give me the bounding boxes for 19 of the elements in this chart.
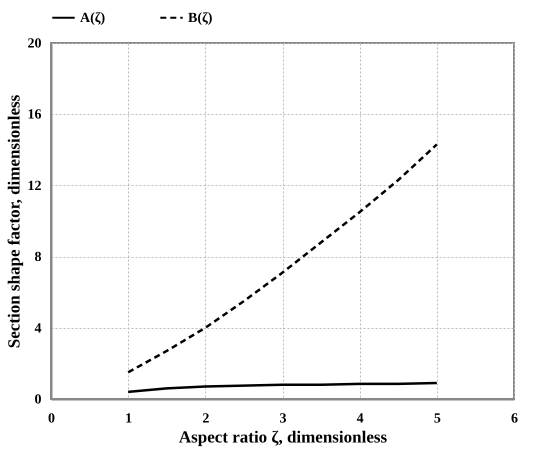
y-tick-label: 4 bbox=[34, 321, 42, 336]
y-axis-title: Section shape factor, dimensionless bbox=[4, 94, 24, 348]
x-tick-label: 5 bbox=[434, 412, 441, 426]
x-axis-title: Aspect ratio ζ, dimensionless bbox=[178, 428, 388, 446]
y-tick-label: 12 bbox=[28, 178, 42, 194]
x-tick-label: 0 bbox=[48, 412, 55, 426]
x-tick-label: 1 bbox=[125, 412, 132, 426]
x-tick-label: 6 bbox=[511, 412, 518, 426]
x-tick-label: 2 bbox=[202, 412, 210, 426]
y-tick-label: 16 bbox=[28, 108, 42, 123]
legend-label: B(ζ) bbox=[188, 10, 213, 26]
x-tick-label: 4 bbox=[356, 412, 364, 426]
x-tick-label: 3 bbox=[280, 412, 286, 426]
legend-label: A(ζ) bbox=[80, 10, 106, 26]
line-series bbox=[126, 382, 438, 394]
line-series bbox=[126, 143, 438, 374]
y-tick-label: 0 bbox=[34, 392, 42, 408]
y-tick-label: 20 bbox=[28, 36, 42, 52]
y-tick-label: 8 bbox=[34, 250, 42, 266]
